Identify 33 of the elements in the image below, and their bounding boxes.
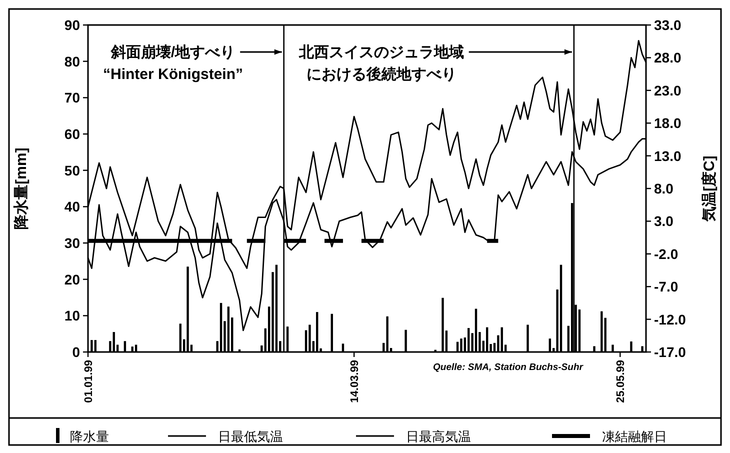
y2-tick-label: -12.0 [654,311,686,328]
ref-line-label: 北西スイスのジュラ地域における後続地すべり [298,44,464,83]
legend-label: 日最低気温 [218,429,283,444]
x-tick-label: 14.03.99 [349,360,362,403]
y2-tick-label: 8.0 [654,180,674,196]
y-tick-label: 60 [64,126,80,142]
legend-label: 降水量 [70,429,109,444]
y-tick-label: 30 [64,235,80,251]
y-tick-label: 80 [64,53,80,70]
y2-tick-label: 28.0 [654,50,682,66]
y2-tick-label: 23.0 [654,82,682,98]
legend-label: 日最高気温 [406,429,471,444]
source-note: Quelle: SMA, Station Buchs-Suhr [433,362,584,373]
y-tick-label: 50 [64,162,80,178]
y-tick-label: 90 [64,17,80,33]
y-tick-label: 20 [64,271,80,288]
y-axis-title: 降水量[mm] [13,148,30,230]
x-tick-label: 25.05.99 [615,360,628,403]
ref-line-label: 斜面崩壊/地すべり “Hinter Königstein” [103,44,244,83]
y-tick-label: 40 [64,198,80,215]
y-tick-label: 70 [64,90,80,106]
y2-tick-label: 18.0 [654,115,682,132]
y-tick-label: 0 [72,344,80,360]
y2-tick-label: 3.0 [654,213,674,230]
y2-tick-label: -2.0 [654,246,678,262]
y2-tick-label: -17.0 [654,344,686,360]
y2-axis-title: 気温[度C] [700,156,718,222]
y-tick-label: 10 [64,308,80,324]
y2-tick-label: 33.0 [654,17,682,33]
y2-tick-label: 13.0 [654,148,682,164]
y2-tick-label: -7.0 [654,278,678,295]
x-tick-label: 01.01.99 [83,360,95,403]
legend-label: 凍結融解日 [602,429,667,444]
